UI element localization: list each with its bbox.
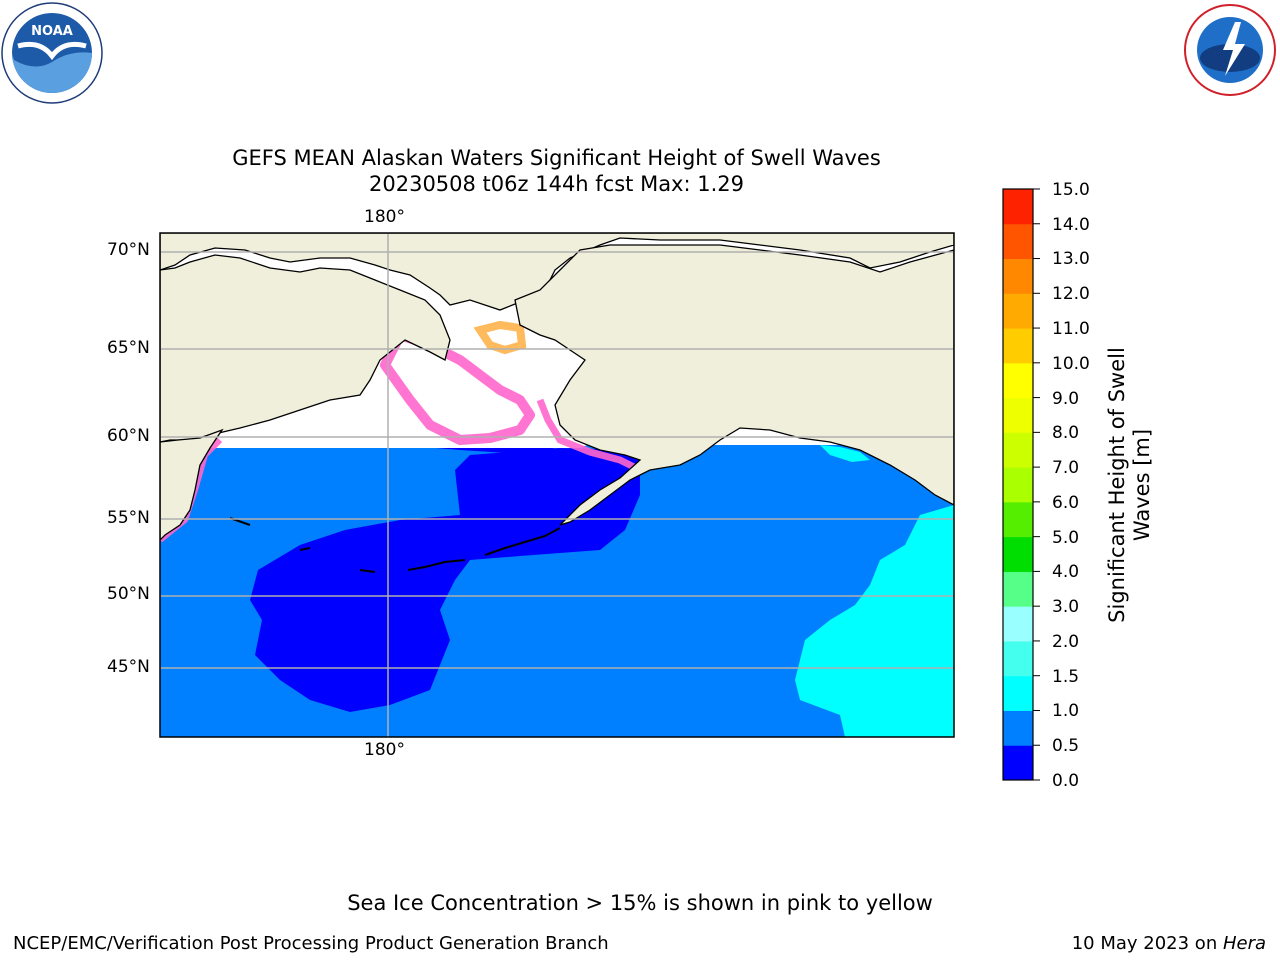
colorbar-tick-label: 7.0 — [1052, 458, 1080, 478]
colorbar-tick-label: 5.0 — [1052, 528, 1080, 548]
lat-label-65: 65°N — [107, 338, 150, 358]
colorbar-segment — [1003, 293, 1033, 329]
lat-label-55: 55°N — [107, 508, 150, 528]
chart-subtitle: 20230508 t06z 144h fcst Max: 1.29 — [369, 172, 744, 196]
colorbar-tick-label: 1.5 — [1052, 667, 1080, 687]
colorbar-tick-label: 4.0 — [1052, 562, 1080, 582]
colorbar-tick-label: 12.0 — [1052, 284, 1090, 304]
colorbar-segment — [1003, 223, 1033, 260]
colorbar-tick-label: 8.0 — [1052, 423, 1080, 443]
colorbar-tick-label: 9.0 — [1052, 389, 1080, 409]
colorbar-segments — [1003, 189, 1033, 781]
lat-label-70: 70°N — [107, 240, 150, 260]
colorbar-segment — [1003, 745, 1033, 781]
colorbar-segment — [1003, 571, 1033, 607]
colorbar-tick-label: 0.0 — [1052, 771, 1080, 791]
lon-label-bottom: 180° — [364, 740, 405, 760]
colorbar-tick-label: 10.0 — [1052, 354, 1090, 374]
lat-label-50: 50°N — [107, 584, 150, 604]
colorbar-tick-label: 14.0 — [1052, 215, 1090, 235]
lat-label-60: 60°N — [107, 426, 150, 446]
lon-label-top: 180° — [364, 207, 405, 227]
colorbar-tick-label: 1.0 — [1052, 701, 1080, 721]
colorbar-tick-label: 6.0 — [1052, 493, 1080, 513]
colorbar-tick-label: 3.0 — [1052, 597, 1080, 617]
colorbar-tick-marks — [1033, 188, 1040, 781]
colorbar-tick-label: 15.0 — [1052, 180, 1090, 200]
colorbar-segment — [1003, 606, 1033, 642]
noaa-logo-text: NOAA — [31, 24, 73, 39]
colorbar-segment — [1003, 258, 1033, 294]
cyan-swell-region-alaska-coast — [820, 445, 870, 462]
colorbar-segment — [1003, 432, 1033, 468]
colorbar-segment — [1003, 397, 1033, 433]
colorbar-tick-label: 11.0 — [1052, 319, 1090, 339]
aleutian-islands — [229, 517, 561, 573]
footer-date: 10 May 2023 on Hera — [1072, 933, 1266, 954]
colorbar-segment — [1003, 362, 1033, 399]
sea-ice-note: Sea Ice Concentration > 15% is shown in … — [347, 891, 933, 915]
cyan-swell-region-east — [795, 505, 954, 737]
footer-date-text: 10 May 2023 on — [1071, 933, 1223, 954]
sea-ice-edge-east — [536, 398, 642, 474]
footer-credit: NCEP/EMC/Verification Post Processing Pr… — [13, 933, 609, 954]
colorbar-segment — [1003, 328, 1033, 364]
lat-gridlines — [160, 251, 954, 669]
colorbar-tick-label: 0.5 — [1052, 736, 1080, 756]
chart-title: GEFS MEAN Alaskan Waters Significant Hei… — [232, 146, 881, 170]
colorbar-tick-label: 2.0 — [1052, 632, 1080, 652]
colorbar-label: Significant Height of Swell Waves [m] — [1105, 347, 1154, 623]
colorbar-segment — [1003, 675, 1033, 711]
land-alaska — [514, 244, 954, 526]
footer-host: Hera — [1222, 933, 1266, 954]
land-kamchatka — [160, 428, 224, 541]
colorbar-segment — [1003, 640, 1033, 677]
colorbar-segment — [1003, 710, 1033, 746]
map-frame — [159, 232, 955, 738]
lat-label-45: 45°N — [107, 657, 150, 677]
colorbar-segment — [1003, 189, 1033, 225]
deep-blue-swell-region-south — [250, 448, 640, 712]
map-field — [160, 233, 954, 737]
colorbar-tick-label: 13.0 — [1052, 249, 1090, 269]
noaa-logo: NOAA — [1, 2, 103, 104]
colorbar-segment — [1003, 536, 1033, 572]
national-weather-service-logo — [1184, 4, 1276, 96]
sea-ice-edge-north — [473, 320, 527, 355]
colorbar-segment — [1003, 467, 1033, 503]
colorbar-frame — [1002, 188, 1034, 781]
colorbar-segment — [1003, 501, 1033, 538]
